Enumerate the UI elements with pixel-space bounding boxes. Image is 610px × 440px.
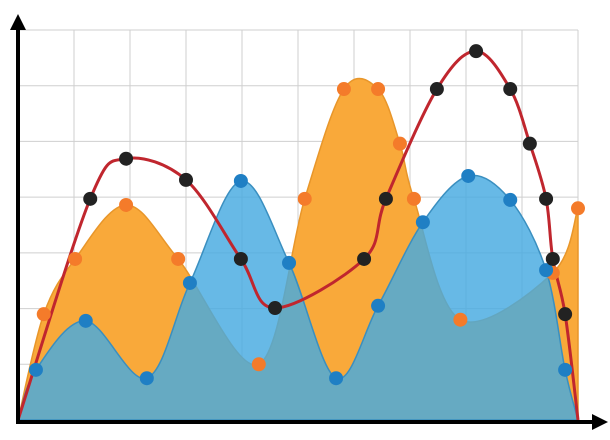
data-point <box>461 168 476 183</box>
data-point <box>268 301 283 316</box>
data-point <box>179 172 193 187</box>
data-point <box>371 298 386 313</box>
data-point <box>571 201 585 216</box>
plot-area <box>16 44 585 421</box>
data-point <box>522 136 537 151</box>
data-point <box>297 191 312 206</box>
data-point <box>68 251 83 266</box>
data-point <box>329 371 344 386</box>
data-point <box>336 82 351 97</box>
data-point <box>539 263 554 278</box>
data-point <box>378 191 393 206</box>
data-point <box>83 191 98 206</box>
data-point <box>28 362 43 377</box>
data-point <box>558 362 573 377</box>
data-point <box>139 371 154 386</box>
data-point <box>415 215 430 230</box>
data-point <box>119 151 134 166</box>
data-point <box>119 197 134 212</box>
data-point <box>371 82 386 97</box>
data-point <box>233 251 248 266</box>
data-point <box>182 275 197 290</box>
data-point <box>171 251 186 266</box>
data-point <box>429 82 444 97</box>
data-point <box>453 312 468 327</box>
data-point <box>36 307 51 322</box>
data-point <box>392 136 407 151</box>
data-point <box>503 82 518 97</box>
data-point <box>233 173 248 188</box>
data-point <box>251 357 266 372</box>
area <box>16 174 579 421</box>
data-point <box>503 192 518 207</box>
data-point <box>539 191 554 206</box>
data-point <box>357 251 372 266</box>
data-point <box>558 307 573 322</box>
data-point <box>282 255 297 270</box>
data-point <box>78 313 93 328</box>
data-point <box>545 251 560 266</box>
data-point <box>406 191 421 206</box>
data-point <box>469 44 484 59</box>
